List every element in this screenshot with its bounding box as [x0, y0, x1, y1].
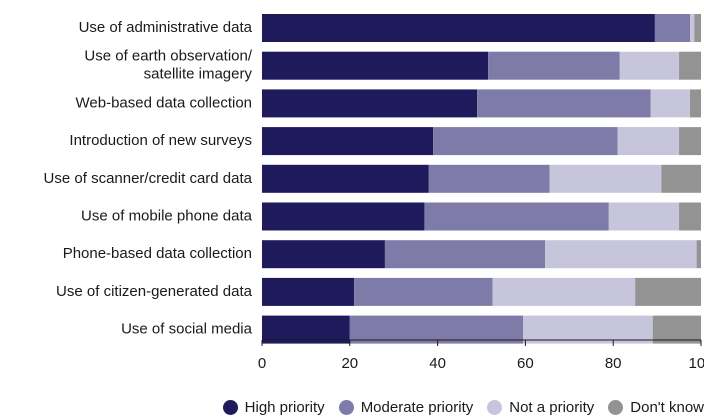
x-tick-label: 100	[688, 355, 704, 372]
category-label: Introduction of new surveys	[69, 132, 252, 149]
bar-segment-4-1	[262, 127, 434, 156]
bar-segment-3-2	[477, 89, 651, 118]
bar-segment-5-3	[549, 164, 662, 193]
bar-segment-1-2	[654, 14, 691, 42]
legend-swatch-icon	[338, 400, 354, 415]
legend-swatch-icon	[608, 400, 624, 415]
category-label: Use of mobile phone data	[81, 207, 253, 224]
bar-segment-7-1	[262, 240, 385, 269]
bar-segment-6-3	[608, 202, 680, 231]
category-label: Web-based data collection	[76, 94, 253, 111]
bar-segment-2-4	[679, 51, 701, 80]
bar-segment-6-1	[262, 202, 425, 231]
bar-segment-6-2	[424, 202, 609, 231]
bar-segment-5-1	[262, 164, 429, 193]
bar-segment-2-3	[619, 51, 680, 80]
bar-segment-2-1	[262, 51, 489, 80]
legend-item-1: High priority	[222, 399, 325, 416]
bar-segment-5-2	[428, 164, 550, 193]
legend-label: Not a priority	[509, 399, 595, 416]
category-label: Phone-based data collection	[63, 245, 252, 262]
bar-segment-7-2	[384, 240, 546, 269]
legend-item-3: Not a priority	[487, 399, 594, 416]
stacked-bar-chart: Use of administrative data Use of earth o…	[44, 14, 704, 372]
legend-label: High priority	[244, 399, 325, 416]
bar-segment-3-3	[650, 89, 691, 118]
x-tick-label: 80	[605, 355, 622, 372]
category-label: Use of earth observation/satellite image…	[84, 48, 252, 83]
legend-swatch-icon	[487, 400, 503, 415]
bar-segment-9-3	[523, 315, 653, 344]
bar-segment-7-4	[696, 240, 701, 269]
bar-segment-8-3	[492, 277, 636, 306]
legend: High priority Moderate priority Not a prio…	[0, 396, 704, 419]
category-label: Use of citizen-generated data	[56, 283, 253, 300]
bar-segment-7-3	[545, 240, 697, 269]
x-tick-label: 20	[341, 355, 358, 372]
bar-segment-8-2	[354, 277, 493, 306]
bar-segment-5-4	[661, 164, 701, 193]
bar-segment-4-4	[679, 127, 701, 156]
x-tick-label: 40	[429, 355, 446, 372]
legend-item-2: Moderate priority	[338, 399, 474, 416]
bar-segment-1-3	[690, 14, 695, 42]
legend-swatch-icon	[222, 400, 238, 415]
bar-segment-3-4	[690, 89, 701, 118]
bar-segment-8-1	[262, 277, 355, 306]
bar-segment-4-3	[617, 127, 680, 156]
category-label: Use of administrative data	[79, 19, 253, 36]
bar-segment-2-2	[488, 51, 620, 80]
bar-segment-6-4	[679, 202, 701, 231]
bar-segment-8-4	[635, 277, 701, 306]
bars-group	[262, 14, 701, 344]
bar-segment-1-1	[262, 14, 655, 42]
bar-segment-9-4	[652, 315, 701, 344]
x-axis: 0 20 40 60 80 100	[258, 339, 704, 372]
bar-segment-1-4	[694, 14, 701, 42]
bar-segment-9-2	[349, 315, 524, 344]
legend-label: Moderate priority	[360, 399, 474, 416]
category-label: Use of scanner/credit card data	[44, 170, 253, 187]
category-labels: Use of administrative data Use of earth o…	[44, 19, 253, 338]
bar-segment-3-1	[262, 89, 478, 118]
bar-segment-9-1	[262, 315, 350, 344]
x-tick-label: 60	[517, 355, 534, 372]
x-tick-label: 0	[258, 355, 266, 372]
bar-segment-4-2	[433, 127, 618, 156]
legend-label: Don't know	[630, 399, 704, 416]
category-label: Use of social media	[121, 321, 253, 338]
legend-item-4: Don't know	[608, 399, 704, 416]
